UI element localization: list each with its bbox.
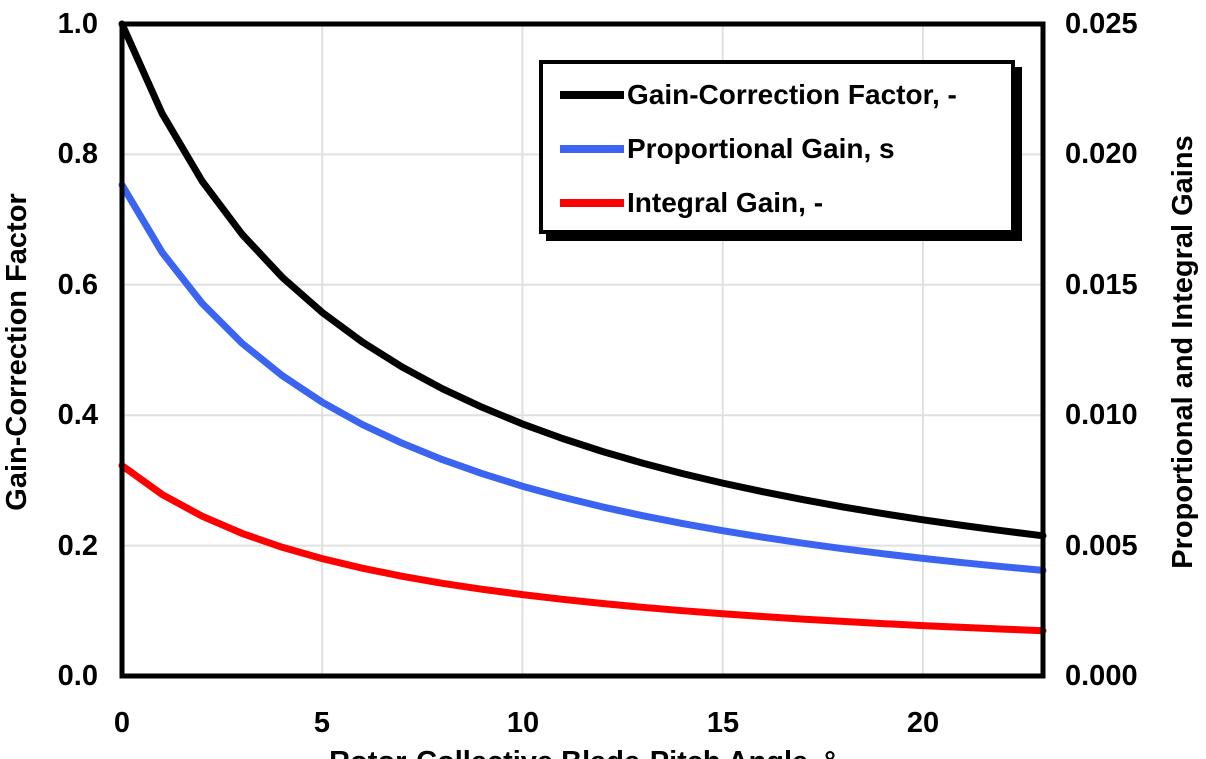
x-tick-5: 5 [313, 707, 331, 739]
x-tick-10: 10 [506, 707, 540, 739]
legend-item: Proportional Gain, s [543, 122, 1011, 176]
x-axis-title: Rotor-Collective Blade-Pitch Angle, ° [122, 747, 1043, 759]
right-tick-0.015: 0.015 [1065, 269, 1138, 301]
legend-item: Gain-Correction Factor, - [543, 68, 1011, 122]
series-proportional-gain [118, 181, 1047, 574]
legend: Gain-Correction Factor, - Proportional G… [539, 60, 1015, 234]
left-tick-0.0: 0.0 [57, 660, 98, 692]
left-tick-0.8: 0.8 [57, 138, 98, 170]
left-tick-0.2: 0.2 [57, 530, 98, 562]
right-tick-0.010: 0.010 [1065, 399, 1138, 431]
x-tick-0: 0 [113, 707, 131, 739]
right-tick-0.020: 0.020 [1065, 138, 1138, 170]
right-axis-title: Proportional and Integral Gains [1167, 135, 1199, 569]
legend-label: Proportional Gain, s [627, 133, 895, 164]
x-tick-20: 20 [906, 707, 940, 739]
left-tick-0.4: 0.4 [57, 399, 98, 431]
left-axis-title: Gain-Correction Factor [1, 193, 33, 511]
plot-border [119, 21, 1046, 679]
legend-line-blue-icon [560, 145, 624, 153]
legend-line-black-icon [560, 91, 624, 99]
right-tick-0.000: 0.000 [1065, 660, 1138, 692]
series-integral-gain [118, 462, 1047, 635]
legend-label: Gain-Correction Factor, - [627, 79, 957, 110]
legend-line-red-icon [560, 199, 624, 207]
right-tick-0.025: 0.025 [1065, 8, 1138, 40]
legend-label: Integral Gain, - [627, 187, 824, 218]
series-gain-correction-factor [118, 20, 1047, 540]
x-tick-15: 15 [706, 707, 740, 739]
right-tick-0.005: 0.005 [1065, 530, 1138, 562]
left-tick-0.6: 0.6 [57, 269, 98, 301]
left-tick-1.0: 1.0 [57, 8, 98, 40]
legend-item: Integral Gain, - [543, 176, 1011, 230]
